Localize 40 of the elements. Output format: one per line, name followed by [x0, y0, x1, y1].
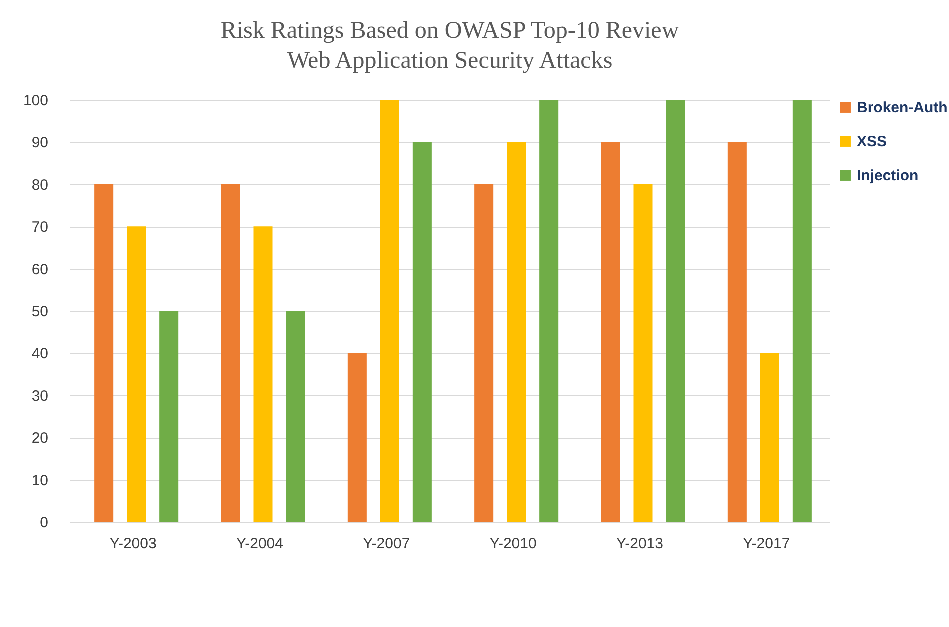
y-tick-label: 10 — [32, 472, 48, 490]
bar — [792, 100, 812, 522]
y-tick-label: 0 — [40, 514, 48, 532]
y-tick-label: 80 — [32, 176, 48, 194]
bar — [127, 226, 146, 522]
bar — [601, 142, 620, 522]
x-tick-label: Y-2004 — [236, 536, 284, 552]
bar — [760, 353, 780, 522]
bar — [286, 311, 306, 522]
x-tick-label: Y-2003 — [110, 536, 157, 552]
text: Web Application Security Attacks — [287, 48, 613, 74]
bar — [380, 100, 400, 522]
bar — [348, 353, 367, 522]
bar — [666, 100, 686, 522]
bar — [634, 184, 653, 522]
y-tick-label: 40 — [32, 346, 48, 363]
bar — [728, 142, 747, 522]
text: Risk Ratings Based on OWASP Top-10 Review — [220, 18, 680, 44]
x-tick-label: Y-2013 — [616, 536, 664, 552]
bar — [507, 142, 526, 522]
legend-label: XSS — [857, 134, 888, 150]
y-tick-label: 100 — [23, 92, 48, 110]
y-tick-label: 50 — [32, 304, 48, 320]
legend-label: Injection — [857, 168, 919, 184]
bar — [94, 184, 114, 522]
y-tick-label: 90 — [32, 134, 48, 152]
x-tick-label: Y-2017 — [743, 536, 790, 552]
x-tick-label: Y-2010 — [490, 536, 537, 552]
bar — [540, 100, 559, 522]
x-tick-label: Y-2007 — [363, 536, 410, 552]
y-tick-label: 20 — [32, 430, 48, 448]
y-tick-label: 70 — [32, 219, 48, 236]
legend-label: Broken-Auth — [857, 100, 948, 116]
bar — [221, 184, 240, 522]
bar — [160, 311, 179, 522]
y-tick-label: 30 — [32, 388, 48, 405]
bar — [254, 226, 273, 522]
y-tick-label: 60 — [32, 261, 48, 278]
bar — [412, 142, 432, 522]
bar — [474, 184, 494, 522]
